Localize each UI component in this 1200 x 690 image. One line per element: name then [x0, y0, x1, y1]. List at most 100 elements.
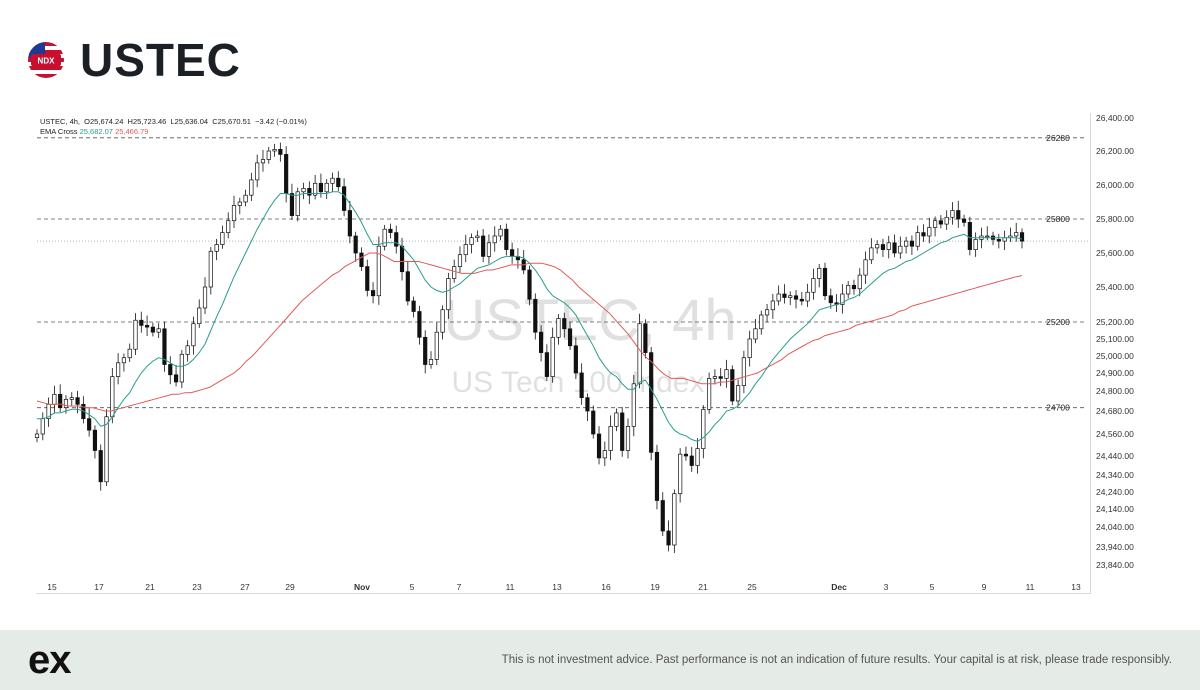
candle-body	[237, 201, 242, 206]
candle-body	[116, 362, 121, 377]
candle-body	[214, 244, 219, 252]
candle-body	[278, 149, 283, 155]
candle-body	[342, 186, 347, 211]
candle-body	[828, 295, 833, 304]
y-tick-label: 24,900.00	[1096, 368, 1134, 378]
x-tick-label: 9	[982, 582, 987, 592]
candle-body	[643, 323, 648, 353]
candle-body	[707, 378, 712, 410]
y-tick-label: 24,340.00	[1096, 470, 1134, 480]
level-label: 25200	[1046, 317, 1070, 327]
candle-body	[284, 154, 289, 194]
y-tick-label: 24,440.00	[1096, 451, 1134, 461]
x-tick-label: Dec	[831, 582, 847, 592]
candle-body	[504, 228, 509, 250]
candle-body	[596, 433, 602, 459]
x-tick-label: 16	[601, 582, 611, 592]
candle-body	[353, 235, 358, 254]
candle-body	[579, 372, 584, 399]
candle-body	[782, 293, 787, 298]
y-tick-label: 25,400.00	[1096, 282, 1134, 292]
x-tick-label: 13	[1071, 582, 1081, 592]
candle-body	[69, 397, 74, 400]
page-title: USTEC	[80, 34, 241, 86]
candle-body	[179, 353, 184, 383]
candle-body	[486, 242, 492, 257]
candle-body	[759, 314, 764, 330]
candle-body	[481, 235, 486, 257]
price-chart[interactable]: USTEC, 4h US Tech 100 Index 26,400.00 26,20…	[0, 0, 1200, 630]
y-tick-label: 24,040.00	[1096, 522, 1134, 532]
x-tick-label: 23	[192, 582, 202, 592]
y-tick-label: 23,840.00	[1096, 560, 1134, 570]
candle-body	[805, 291, 810, 302]
disclaimer: This is not investment advice. Past perf…	[501, 654, 1172, 666]
y-tick-label: 25,600.00	[1096, 248, 1134, 258]
legend-ema-label: EMA Cross	[40, 127, 78, 136]
x-tick-label: 5	[930, 582, 935, 592]
candle-body	[162, 328, 167, 365]
candle-body	[156, 328, 161, 333]
candle-body	[840, 293, 845, 305]
candle-body	[249, 179, 254, 196]
y-tick-label: 24,680.00	[1096, 406, 1134, 416]
candle-body	[394, 232, 399, 247]
candle-body	[202, 286, 208, 309]
candle-body	[880, 244, 886, 250]
candle-body	[672, 493, 677, 546]
candle-body	[191, 323, 196, 347]
candle-body	[92, 429, 98, 451]
candle-body	[510, 249, 515, 257]
candle-body	[121, 357, 127, 364]
candle-body	[255, 162, 260, 181]
brand-logo: ex	[28, 638, 71, 682]
candle-body	[631, 383, 636, 427]
candle-body	[365, 266, 370, 291]
candle-body	[313, 182, 318, 196]
candle-body	[272, 149, 277, 152]
x-tick-label: 13	[552, 582, 562, 592]
candle-body	[133, 319, 138, 350]
candle-body	[301, 188, 306, 193]
candle-body	[446, 278, 451, 311]
candle-body	[127, 348, 132, 359]
candle-body	[388, 228, 393, 233]
candle-body	[87, 418, 92, 431]
candle-body	[185, 345, 190, 355]
candle-body	[764, 309, 770, 316]
candle-body	[266, 150, 271, 160]
candle-body	[440, 309, 445, 333]
x-tick-label: 7	[457, 582, 462, 592]
y-tick-label: 25,800.00	[1096, 214, 1134, 224]
x-tick-label: 29	[285, 582, 295, 592]
x-tick-label: 21	[145, 582, 155, 592]
us-flag-icon: NDX	[28, 42, 64, 78]
candle-body	[944, 216, 949, 225]
candle-body	[231, 205, 237, 222]
candle-body	[573, 345, 578, 374]
candle-body	[417, 311, 422, 338]
x-tick-label: 5	[410, 582, 415, 592]
candle-body	[34, 433, 40, 439]
candle-body	[932, 220, 938, 228]
candle-body	[527, 269, 532, 300]
candle-body	[295, 191, 300, 216]
candle-body	[973, 239, 978, 250]
candle-body	[52, 393, 57, 405]
candle-body	[724, 369, 729, 379]
candle-body	[533, 298, 538, 333]
candle-body	[921, 232, 926, 237]
candle-body	[967, 222, 972, 250]
candle-body	[689, 455, 694, 466]
x-tick-label: Nov	[354, 582, 370, 592]
candle-body	[434, 331, 439, 360]
candle-body	[428, 359, 434, 365]
chart-legend: USTEC, 4h, O25,674.24 H25,723.46 L25,636…	[40, 117, 307, 137]
candle-body	[875, 244, 880, 249]
y-tick-label: 25,000.00	[1096, 351, 1134, 361]
candle-body	[666, 530, 671, 546]
candle-body	[956, 210, 961, 220]
candle-body	[927, 227, 932, 237]
candle-body	[324, 182, 329, 193]
candle-body	[608, 425, 613, 451]
